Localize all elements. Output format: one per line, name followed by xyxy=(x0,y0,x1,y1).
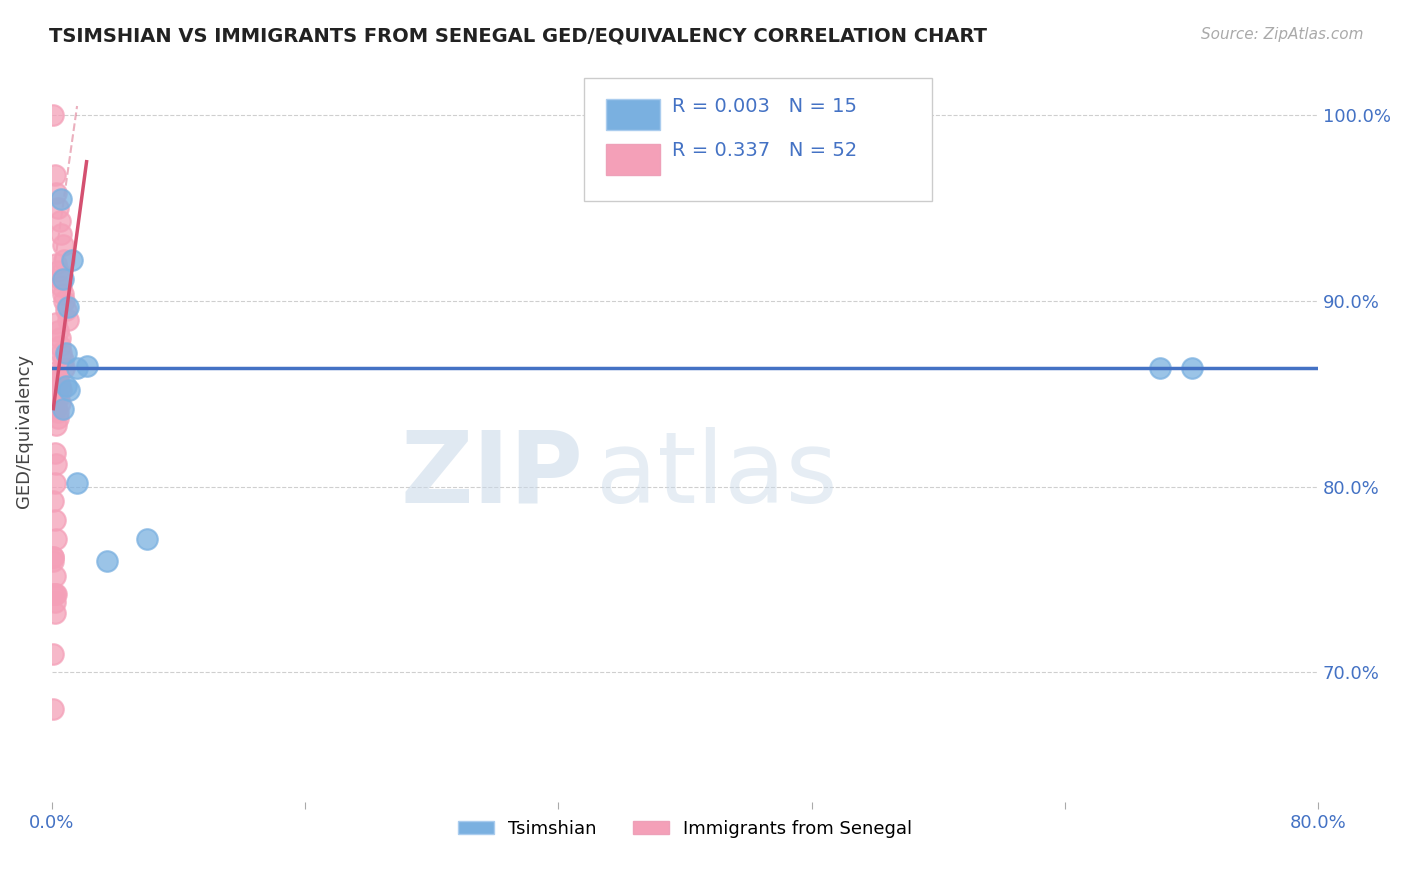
Point xyxy=(44,606,66,620)
Point xyxy=(96,554,118,568)
Point xyxy=(52,353,75,368)
Point xyxy=(42,702,65,716)
Point xyxy=(52,401,75,416)
Point xyxy=(45,186,67,201)
FancyBboxPatch shape xyxy=(583,78,932,201)
Point xyxy=(52,238,75,252)
Point xyxy=(46,264,69,278)
Text: atlas: atlas xyxy=(596,427,838,524)
Point xyxy=(45,532,67,546)
Point xyxy=(45,316,67,330)
Point xyxy=(45,257,67,271)
Text: R = 0.003   N = 15: R = 0.003 N = 15 xyxy=(672,97,858,116)
FancyBboxPatch shape xyxy=(606,144,659,175)
Point xyxy=(45,458,67,472)
Point xyxy=(51,383,73,397)
Point xyxy=(52,271,75,285)
Legend: Tsimshian, Immigrants from Senegal: Tsimshian, Immigrants from Senegal xyxy=(450,813,920,846)
Point xyxy=(51,192,73,206)
Point xyxy=(135,532,157,546)
Point xyxy=(46,368,69,383)
Point xyxy=(76,359,98,373)
Point xyxy=(44,568,66,582)
Point xyxy=(42,587,65,601)
Point xyxy=(66,360,89,375)
Point xyxy=(48,396,70,410)
Point xyxy=(56,312,79,326)
Point xyxy=(46,405,69,419)
Point xyxy=(48,214,70,228)
Point xyxy=(44,595,66,609)
Point xyxy=(44,475,66,490)
Point xyxy=(58,383,80,397)
FancyBboxPatch shape xyxy=(606,99,659,130)
Text: ZIP: ZIP xyxy=(401,427,583,524)
Point xyxy=(42,494,65,508)
Point xyxy=(42,647,65,661)
Point xyxy=(45,386,67,401)
Point xyxy=(52,286,75,301)
Point xyxy=(53,360,76,375)
Point xyxy=(45,587,67,601)
Point xyxy=(42,550,65,565)
Point xyxy=(48,331,70,345)
Point xyxy=(46,411,69,425)
Point xyxy=(51,346,73,360)
Point xyxy=(1180,360,1202,375)
Point xyxy=(51,227,73,241)
Point xyxy=(42,554,65,568)
Point xyxy=(46,374,69,388)
Point xyxy=(1149,360,1171,375)
Text: TSIMSHIAN VS IMMIGRANTS FROM SENEGAL GED/EQUIVALENCY CORRELATION CHART: TSIMSHIAN VS IMMIGRANTS FROM SENEGAL GED… xyxy=(49,27,987,45)
Point xyxy=(55,379,77,393)
Text: R = 0.337   N = 52: R = 0.337 N = 52 xyxy=(672,142,858,161)
Point xyxy=(55,346,77,360)
Point xyxy=(51,279,73,293)
Point xyxy=(44,168,66,182)
Point xyxy=(48,271,70,285)
Point xyxy=(55,303,77,318)
Point xyxy=(48,338,70,352)
Point xyxy=(42,108,65,122)
Point xyxy=(46,324,69,338)
Point xyxy=(46,391,69,405)
Point xyxy=(46,201,69,215)
Point xyxy=(56,300,79,314)
Point xyxy=(60,253,83,268)
Point xyxy=(66,475,89,490)
Point xyxy=(44,446,66,460)
Point xyxy=(53,253,76,268)
Point xyxy=(48,379,70,393)
Point xyxy=(45,401,67,416)
Point xyxy=(42,550,65,565)
Point xyxy=(53,293,76,308)
Text: Source: ZipAtlas.com: Source: ZipAtlas.com xyxy=(1201,27,1364,42)
Point xyxy=(45,365,67,379)
Point xyxy=(44,587,66,601)
Point xyxy=(44,513,66,527)
Y-axis label: GED/Equivalency: GED/Equivalency xyxy=(15,354,32,508)
Point xyxy=(45,418,67,433)
